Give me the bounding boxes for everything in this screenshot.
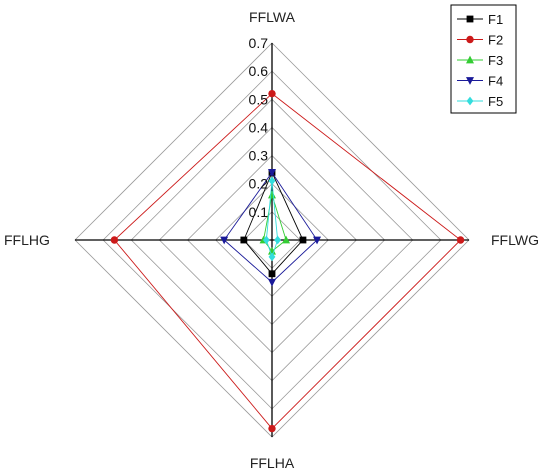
data-point-f3-fflwa [268,190,276,199]
data-point-f2-fflwg [456,236,465,244]
legend-label: F5 [488,94,503,109]
legend-item-f5: F5 [457,94,503,109]
legend-marker [466,15,474,23]
data-point-f5-fflwa [268,176,276,186]
data-point-f4-fflwg [313,236,322,245]
legend-label: F1 [488,12,503,27]
axis-label-fflwg: FFLWG [491,232,539,248]
legend-box [450,4,517,114]
series-f4 [220,169,322,287]
legend-marker [466,35,474,44]
data-point-f1-fflhg [240,236,248,244]
data-point-f2-fflhg [110,236,119,244]
legend-label: F3 [488,53,503,68]
series-line-f2 [113,93,462,430]
data-point-f1-fflha [268,270,276,278]
axis-label-fflwa: FFLWA [249,9,296,25]
axis-labels: FFLWA FFLWG FFLHA FFLHG [4,9,539,471]
tick-label: 0.6 [249,63,269,79]
data-point-f4-fflwa [268,169,276,177]
tick-label: 0.2 [249,176,269,192]
legend-marker [466,96,474,106]
data-point-f2-fflha [268,424,276,433]
legend: F1 F2 F3 F4 F5 [450,4,517,114]
data-point-f4-fflhg [220,236,229,245]
axes-layer [75,43,469,437]
legend-label: F4 [488,74,503,89]
tick-label: 0.1 [249,204,269,220]
data-point-f5-fflhg [262,235,270,245]
legend-marker [466,55,474,64]
axis-label-fflha: FFLHA [250,455,295,471]
series-layer [110,89,465,433]
tick-labels: 0.1 0.2 0.3 0.4 0.5 0.6 0.7 [249,35,269,220]
data-point-f5-fflha [268,252,276,262]
data-point-f4-fflha [268,278,276,287]
legend-item-f2: F2 [457,33,503,48]
series-f3 [259,190,291,255]
legend-item-f4: F4 [457,74,503,89]
legend-label: F2 [488,33,503,48]
tick-label: 0.7 [249,35,269,51]
series-f5 [262,176,282,262]
data-point-f1-fflwg [299,236,307,244]
legend-item-f3: F3 [457,53,503,68]
legend-marker [466,77,474,85]
data-point-f5-fflwg [274,235,282,245]
data-point-f3-fflha [268,246,276,255]
series-f2 [110,89,465,433]
tick-label: 0.3 [249,148,269,164]
data-point-f2-fflwa [268,89,276,98]
tick-label: 0.4 [249,119,269,135]
axis-label-fflhg: FFLHG [4,232,50,248]
legend-item-f1: F1 [457,12,503,27]
tick-label: 0.5 [249,91,269,107]
data-point-f3-fflwg [282,235,291,244]
